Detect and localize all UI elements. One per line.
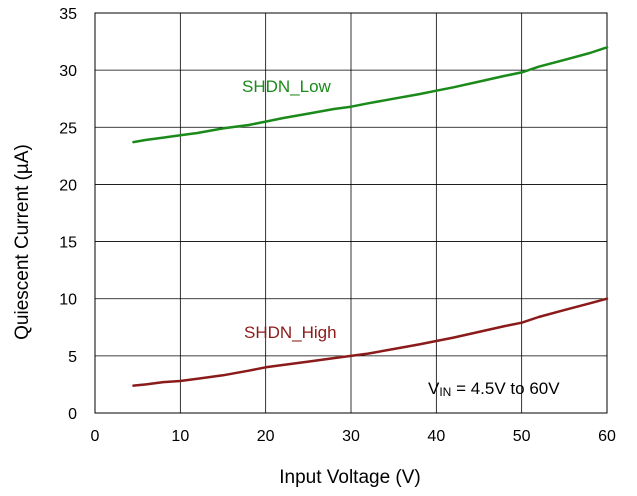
x-tick-label: 40 <box>427 428 445 445</box>
x-tick-label: 30 <box>342 428 360 445</box>
x-tick-label: 0 <box>91 428 100 445</box>
y-tick-label: 35 <box>59 6 77 23</box>
y-tick-label: 30 <box>59 63 77 80</box>
annotation-subscript: IN <box>439 385 451 399</box>
series-label-shdn-high: SHDN_High <box>244 323 337 342</box>
x-tick-label: 10 <box>171 428 189 445</box>
x-axis-label: Input Voltage (V) <box>279 467 421 488</box>
y-tick-label: 10 <box>59 292 77 309</box>
x-tick-labels: 0 10 20 30 40 50 60 <box>91 428 616 445</box>
x-tick-label: 50 <box>513 428 531 445</box>
y-tick-label: 25 <box>59 120 77 137</box>
input-range-annotation: VIN = 4.5V to 60V <box>428 379 560 399</box>
series-lines <box>132 46 609 387</box>
y-axis-label: Quiescent Current (µA) <box>12 144 33 340</box>
annotation-rest: = 4.5V to 60V <box>451 379 560 398</box>
y-tick-labels: 0 5 10 15 20 25 30 35 <box>59 6 77 423</box>
y-tick-label: 0 <box>68 406 77 423</box>
y-tick-label: 5 <box>68 349 77 366</box>
y-tick-label: 15 <box>59 235 77 252</box>
x-tick-label: 60 <box>598 428 616 445</box>
series-line-shdn-low <box>132 46 609 144</box>
series-line-shdn-high <box>132 297 609 387</box>
plot-frame <box>94 12 608 414</box>
annotation-main: V <box>428 379 440 398</box>
series-label-shdn-low: SHDN_Low <box>242 77 332 96</box>
grid-lines <box>94 12 608 414</box>
y-tick-label: 20 <box>59 177 77 194</box>
x-tick-label: 20 <box>257 428 275 445</box>
